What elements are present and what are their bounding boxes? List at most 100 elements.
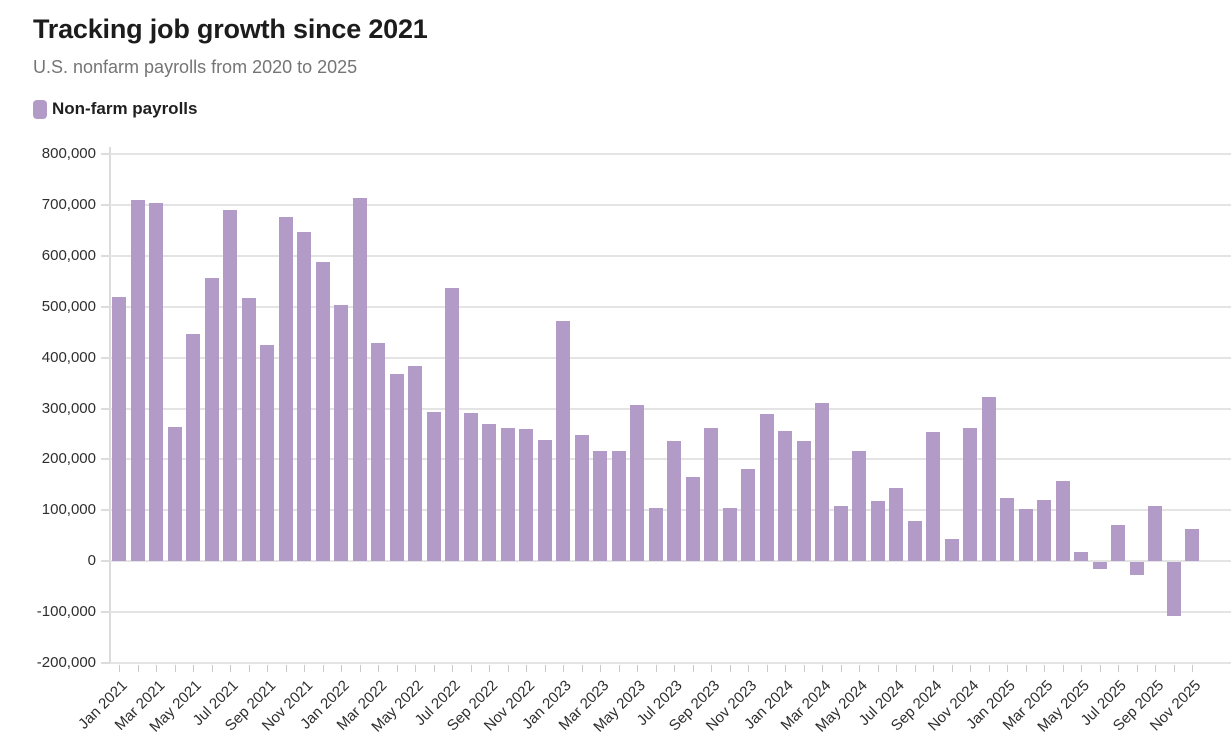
bar	[297, 231, 311, 562]
x-tick-mark	[1155, 665, 1156, 672]
y-gridline	[110, 560, 1231, 563]
bar	[1074, 551, 1088, 562]
y-tick-label: 100,000	[41, 501, 96, 519]
bar	[315, 261, 330, 562]
x-tick-mark	[729, 665, 731, 672]
y-tick-mark	[101, 356, 110, 359]
y-tick-mark	[101, 407, 110, 410]
y-tick-mark	[101, 458, 110, 461]
bar	[815, 403, 829, 562]
bar	[352, 198, 367, 562]
x-tick-mark	[1081, 665, 1082, 672]
bar	[1037, 500, 1051, 562]
x-tick-mark	[230, 665, 231, 672]
x-tick-mark	[1099, 665, 1101, 672]
x-tick-mark	[859, 665, 860, 672]
y-tick-mark	[101, 560, 110, 563]
x-tick-mark	[1062, 665, 1064, 672]
y-tick-label: -100,000	[36, 603, 96, 621]
bar	[778, 430, 792, 562]
bar	[1055, 480, 1070, 562]
x-tick-mark	[544, 665, 546, 672]
bar	[981, 396, 996, 562]
bar	[667, 441, 681, 562]
bar	[1185, 528, 1199, 562]
bar	[926, 431, 940, 562]
x-tick-mark	[359, 665, 361, 672]
y-tick-label: 200,000	[41, 450, 96, 468]
x-tick-mark	[655, 665, 657, 672]
x-tick-mark	[285, 665, 287, 672]
bar	[426, 412, 441, 562]
bar	[204, 278, 219, 562]
x-tick-mark	[1025, 665, 1027, 672]
x-tick-mark	[1136, 665, 1138, 672]
x-tick-mark	[877, 665, 879, 672]
bar	[149, 203, 163, 562]
bar	[334, 304, 348, 562]
x-tick-mark	[156, 665, 157, 672]
bar	[741, 468, 755, 562]
x-tick-mark	[322, 665, 324, 672]
y-gridline	[110, 611, 1231, 614]
bar	[260, 345, 274, 562]
bar	[907, 521, 922, 562]
bar	[722, 507, 737, 562]
bar	[167, 427, 182, 562]
x-tick-mark	[248, 665, 250, 672]
x-tick-mark	[1007, 665, 1008, 672]
bar	[648, 507, 663, 562]
x-tick-mark	[988, 665, 990, 672]
y-gridline	[110, 356, 1231, 359]
x-tick-mark	[470, 665, 472, 672]
x-tick-mark	[618, 665, 620, 672]
x-tick-mark	[674, 665, 675, 672]
y-tick-mark	[101, 305, 110, 308]
x-tick-mark	[637, 665, 638, 672]
x-tick-mark	[489, 665, 490, 672]
bar	[1166, 562, 1181, 616]
x-tick-mark	[526, 665, 527, 672]
x-tick-mark	[341, 665, 342, 672]
chart-subtitle: U.S. nonfarm payrolls from 2020 to 2025	[33, 57, 358, 77]
bar	[371, 343, 385, 562]
bar	[389, 373, 404, 562]
y-tick-label: 400,000	[41, 348, 96, 366]
x-tick-mark	[211, 665, 213, 672]
x-tick-mark	[119, 665, 120, 672]
bar	[445, 288, 459, 562]
x-tick-mark	[692, 665, 694, 672]
x-tick-mark	[914, 665, 916, 672]
y-gridline	[110, 407, 1231, 410]
x-tick-mark	[174, 665, 176, 672]
x-tick-mark	[896, 665, 897, 672]
bar	[611, 450, 626, 562]
y-tick-mark	[101, 153, 110, 155]
bar	[500, 428, 515, 562]
bar	[852, 451, 866, 562]
y-tick-label: 0	[87, 552, 96, 570]
bar	[408, 365, 422, 562]
chart-plot	[110, 153, 1231, 664]
x-tick-mark	[267, 665, 268, 672]
x-tick-mark	[452, 665, 453, 672]
x-tick-mark	[803, 665, 805, 672]
y-axis-line	[109, 147, 111, 664]
legend-swatch-icon	[33, 99, 47, 119]
x-tick-mark	[581, 665, 583, 672]
y-tick-mark	[101, 254, 110, 257]
bar	[278, 216, 293, 562]
x-tick-mark	[711, 665, 712, 672]
bar	[685, 477, 700, 562]
x-tick-mark	[600, 665, 601, 672]
bar	[223, 210, 237, 562]
bar	[1000, 497, 1014, 562]
bar	[537, 439, 552, 562]
legend: Non-farm payrolls	[33, 99, 197, 119]
bar	[593, 450, 607, 562]
bar	[463, 412, 478, 562]
bar	[630, 405, 644, 562]
x-tick-mark	[970, 665, 971, 672]
y-tick-label: -200,000	[36, 654, 96, 671]
